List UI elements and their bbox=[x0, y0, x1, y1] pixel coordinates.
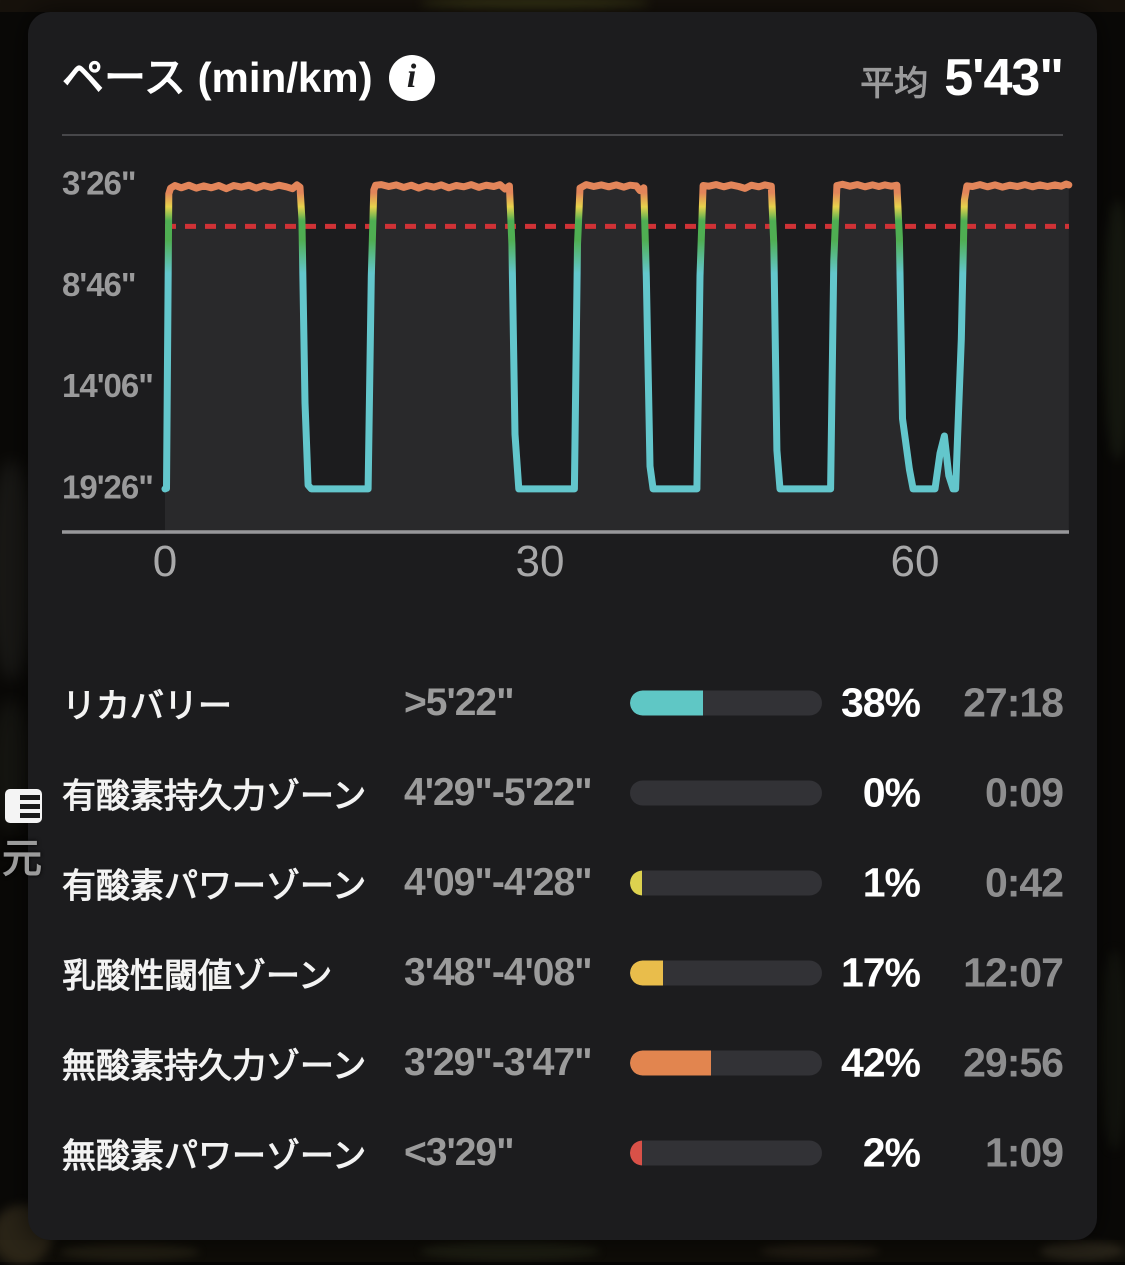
zone-progress-bar bbox=[630, 780, 822, 806]
map-kanji-label: 元 bbox=[2, 837, 42, 881]
info-icon-glyph: i bbox=[406, 58, 417, 95]
pace-zone-row: 無酸素パワーゾーン <3'29" 2% 1:09 bbox=[28, 1108, 1097, 1198]
zone-name: 無酸素パワーゾーン bbox=[62, 1137, 367, 1176]
zone-name: リカバリー bbox=[62, 687, 232, 726]
pace-zone-row: 有酸素パワーゾーン 4'09"-4'28" 1% 0:42 bbox=[28, 838, 1097, 928]
x-axis-tick: 0 bbox=[153, 537, 177, 582]
zone-progress-fill bbox=[630, 1140, 642, 1166]
x-axis-tick: 60 bbox=[891, 537, 940, 582]
zone-name: 無酸素持久力ゾーン bbox=[62, 1047, 367, 1086]
zone-time: 12:07 bbox=[963, 949, 1064, 996]
zone-progress-fill bbox=[630, 1050, 711, 1076]
zone-pace-range: <3'29" bbox=[404, 1131, 515, 1174]
zone-time: 27:18 bbox=[963, 679, 1064, 726]
map-scale-icon[interactable] bbox=[4, 788, 44, 829]
pace-zone-list: リカバリー >5'22" 38% 27:18 有酸素持久力ゾーン 4'29"-5… bbox=[28, 658, 1097, 1198]
y-axis-tick: 3'26" bbox=[62, 165, 136, 202]
pace-zone-row: 有酸素持久力ゾーン 4'29"-5'22" 0% 0:09 bbox=[28, 748, 1097, 838]
zone-time: 1:09 bbox=[984, 1129, 1064, 1176]
zone-progress-bar bbox=[630, 870, 822, 896]
map-texture bbox=[1100, 950, 1125, 1150]
zone-percent: 2% bbox=[862, 1129, 921, 1176]
pace-chart[interactable]: 3'26" 8'46" 14'06" 19'26"0 30 60 bbox=[28, 152, 1097, 582]
zone-progress-fill bbox=[630, 690, 703, 716]
x-axis-tick: 30 bbox=[516, 537, 565, 582]
zone-percent: 0% bbox=[862, 769, 921, 816]
zone-percent: 1% bbox=[862, 859, 921, 906]
zone-progress-bar bbox=[630, 960, 822, 986]
zone-time: 0:42 bbox=[984, 859, 1064, 906]
pace-area-fill bbox=[165, 184, 1069, 532]
pace-zone-row: 無酸素持久力ゾーン 3'29"-3'47" 42% 29:56 bbox=[28, 1018, 1097, 1108]
average-value: 5'43" bbox=[944, 49, 1064, 107]
zone-pace-range: 4'09"-4'28" bbox=[404, 861, 593, 904]
zone-pace-range: >5'22" bbox=[404, 681, 515, 724]
map-texture bbox=[1102, 200, 1125, 460]
map-texture bbox=[760, 1244, 880, 1258]
zone-time: 0:09 bbox=[984, 769, 1064, 816]
average-label: 平均 bbox=[860, 65, 929, 103]
pace-card: ペース (min/km) i 平均 5'43" 3'26" 8'46" 14'06"… bbox=[28, 12, 1097, 1240]
zone-percent: 42% bbox=[840, 1039, 921, 1086]
y-axis-tick: 19'26" bbox=[62, 469, 153, 506]
y-axis-tick: 8'46" bbox=[62, 266, 136, 303]
info-icon[interactable]: i bbox=[388, 55, 435, 101]
zone-time: 29:56 bbox=[963, 1039, 1064, 1086]
zone-name: 有酸素パワーゾーン bbox=[62, 867, 367, 906]
pace-line bbox=[161, 180, 1073, 493]
page-title: ペース (min/km) bbox=[62, 53, 373, 101]
zone-progress-bar bbox=[630, 1140, 822, 1166]
zone-pace-range: 3'48"-4'08" bbox=[404, 951, 593, 994]
average-pace-group: 平均 5'43" bbox=[860, 48, 1064, 108]
zone-pace-range: 3'29"-3'47" bbox=[404, 1041, 593, 1084]
zone-percent: 17% bbox=[840, 949, 921, 996]
map-texture bbox=[420, 1242, 600, 1260]
card-header: ペース (min/km) i 平均 5'43" bbox=[28, 12, 1097, 108]
map-texture bbox=[1040, 1242, 1125, 1260]
zone-progress-fill bbox=[630, 960, 663, 986]
zone-name: 有酸素持久力ゾーン bbox=[62, 777, 367, 816]
zone-progress-bar bbox=[630, 690, 822, 716]
zone-name: 乳酸性閾値ゾーン bbox=[62, 957, 333, 996]
pace-zone-row: 乳酸性閾値ゾーン 3'48"-4'08" 17% 12:07 bbox=[28, 928, 1097, 1018]
map-road-streak bbox=[420, 0, 650, 9]
y-axis-tick: 14'06" bbox=[62, 367, 153, 404]
zone-progress-bar bbox=[630, 1050, 822, 1076]
pace-zone-row: リカバリー >5'22" 38% 27:18 bbox=[28, 658, 1097, 748]
map-texture bbox=[60, 1244, 200, 1260]
zone-progress-fill bbox=[630, 870, 642, 896]
zone-pace-range: 4'29"-5'22" bbox=[404, 771, 593, 814]
header-divider bbox=[62, 134, 1063, 136]
zone-percent: 38% bbox=[840, 679, 921, 726]
